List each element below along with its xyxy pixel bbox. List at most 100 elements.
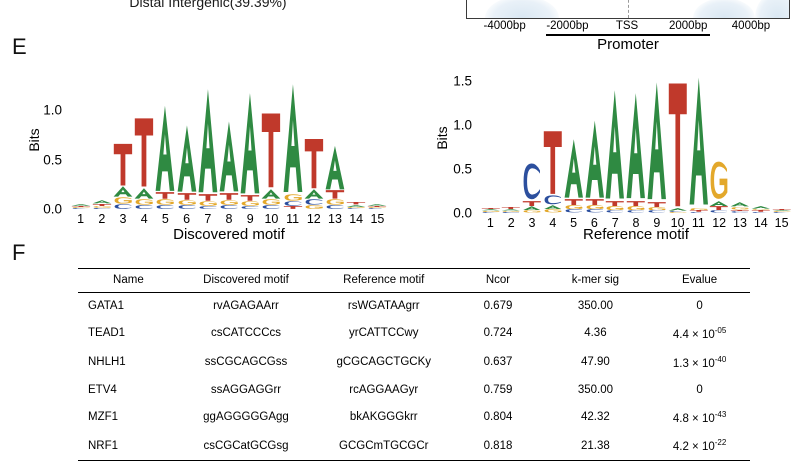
logo-0-pos13-base-G — [325, 199, 345, 205]
logo-0-pos1-base-T — [71, 205, 91, 207]
logo-0-stack-2 — [91, 200, 112, 209]
logo-1-pos9-base-A — [647, 80, 667, 202]
cell-evalue: 4.2 × 10-22 — [649, 431, 750, 461]
cell-discovered-motif: ssCGCAGCGss — [204, 356, 288, 369]
logo-1-pos14-base-C — [751, 212, 771, 213]
logo-1-x-tick-3: 3 — [528, 216, 536, 230]
logo-0-x-tick-8: 8 — [225, 212, 233, 226]
metagene-plot-area — [466, 0, 790, 19]
logo-1-pos6-base-G — [585, 205, 605, 210]
logo-1-x-axis-label: Reference motif — [583, 226, 689, 243]
logo-0-pos14-base-T — [346, 202, 366, 205]
logo-0-pos4-base-T — [134, 117, 154, 188]
logo-0-pos7-base-G — [198, 201, 218, 206]
logo-0-pos4-base-G — [134, 199, 154, 205]
logo-0-x-tick-12: 12 — [306, 212, 321, 226]
logo-0-stack-4 — [134, 117, 155, 209]
logo-1-y-tick-2: 1.0 — [453, 117, 472, 133]
logo-1-stack-7 — [605, 88, 626, 213]
logo-0-pos6-base-A — [177, 124, 197, 193]
cell-name: ETV4 — [88, 383, 117, 396]
logo-1-stack-15 — [771, 208, 792, 213]
tss-marker-line — [628, 0, 629, 18]
logo-1-y-tick-0: 0.0 — [453, 205, 472, 221]
cell-name: NHLH1 — [88, 356, 126, 369]
logo-1-stack-1 — [480, 207, 501, 213]
logo-0-pos2-base-A — [92, 200, 112, 204]
logo-0-stack-6 — [176, 124, 197, 209]
evalue-mantissa: 4.4 × 10 — [672, 328, 715, 341]
pie-chart-title: Distal Intergenic(39.39%) — [129, 0, 287, 10]
panel-label-e: E — [12, 34, 27, 59]
logo-1-x-tick-9: 9 — [653, 216, 661, 230]
logo-0-pos14-base-C — [346, 208, 366, 209]
logo-0-pos4-base-A — [134, 188, 154, 199]
table-row: MZF1 ggAGGGGGAgg bkAKGGGkrr 0.804 42.32 4.8 ×… — [78, 403, 750, 432]
cell-kmer-sig: 47.90 — [581, 356, 610, 369]
logo-0-x-tick-15: 15 — [370, 212, 385, 226]
logo-0-stack-9 — [240, 91, 261, 209]
logo-1-pos3-base-G — [522, 210, 542, 213]
logo-1-pos4-base-G — [543, 209, 563, 213]
cell-discovered-motif: ssAGGAGGrr — [210, 383, 282, 396]
cell-name: NRF1 — [78, 431, 179, 461]
logo-1-pos4-base-T — [543, 130, 563, 195]
metagene-tick-0: -4000bp — [483, 20, 526, 32]
evalue-exponent: -05 — [714, 326, 727, 335]
cell-reference-motif: yrCATTCCwy — [349, 327, 419, 340]
logo-0-y-tick-1: 0.5 — [43, 152, 62, 168]
logo-1-pos7-base-G — [605, 206, 625, 211]
motif-comparison-table: Name Discovered motif Reference motif Nc… — [78, 268, 750, 461]
logo-1-pos14-base-T — [751, 210, 771, 212]
logo-1-plot-area — [480, 72, 792, 213]
logo-1-pos7-base-C — [605, 210, 625, 213]
logo-0-x-tick-13: 13 — [328, 212, 342, 226]
metagene-tick-2: TSS — [615, 20, 639, 32]
cell-reference-motif: rcAGGAAGyr — [349, 383, 419, 396]
logo-1-pos8-base-C — [626, 210, 646, 213]
logo-0-stack-15 — [367, 203, 388, 209]
logo-1-pos5-base-A — [564, 138, 584, 199]
logo-1-y-tick-3: 1.5 — [453, 73, 472, 89]
logo-0-pos5-base-G — [155, 199, 175, 205]
evalue-mantissa: 1.3 × 10 — [672, 357, 715, 370]
logo-1-pos11-base-G — [689, 207, 709, 211]
logo-1-stack-12 — [709, 160, 730, 213]
logo-0-pos8-base-C — [219, 205, 239, 209]
logo-0-pos7-base-A — [198, 87, 218, 194]
logo-1-x-tick-10: 10 — [670, 216, 685, 230]
cell-ncor: 0.679 — [483, 300, 513, 312]
logo-1-x-tick-1: 1 — [486, 216, 494, 230]
logo-1-pos2-base-T — [501, 206, 521, 209]
logo-1-pos9-base-C — [647, 210, 667, 213]
logo-0-x-tick-11: 11 — [286, 212, 300, 226]
logo-1-pos10-base-G — [668, 212, 688, 213]
logo-0-pos12-base-C — [304, 199, 324, 205]
logo-0-pos8-base-A — [219, 120, 239, 193]
logo-1-pos2-base-A — [501, 209, 521, 211]
logo-1-pos8-base-G — [626, 206, 646, 211]
logo-1-pos12-base-G — [709, 160, 729, 201]
cell-evalue: 0 — [696, 300, 703, 312]
cell-evalue: 4.4 × 10-05 — [649, 319, 750, 348]
cell-name: MZF1 — [88, 411, 119, 424]
logo-1-pos1-base-T — [481, 207, 501, 210]
logo-0-pos1-base-C — [71, 208, 91, 209]
logo-0-pos1-base-A — [71, 203, 91, 206]
logo-0-pos4-base-C — [134, 205, 154, 209]
cell-ncor: 0.804 — [483, 411, 513, 424]
logo-1-x-tick-5: 5 — [570, 216, 578, 230]
evalue-exponent: -22 — [714, 438, 727, 448]
logo-1-pos13-base-G — [730, 206, 750, 210]
table-row: ETV4 ssAGGAGGrr rcAGGAAGyr 0.759 350.00 0 — [78, 377, 750, 403]
cell-reference-motif: bkAKGGGkrr — [349, 411, 418, 424]
column-header-ncor: Ncor — [454, 268, 542, 293]
table-row: TEAD1 csCATCCCcs yrCATTCCwy 0.724 4.36 4.4 × … — [78, 319, 750, 348]
logo-0-pos9-base-T — [240, 195, 260, 202]
cell-evalue: 1.3 × 10-40 — [649, 348, 750, 377]
cell-discovered-motif: csCATCCCcs — [210, 327, 282, 340]
logo-0-pos11-base-T — [283, 206, 303, 209]
evalue-exponent: -43 — [714, 409, 727, 419]
logo-1-pos10-base-T — [668, 81, 688, 209]
logo-0-stack-13 — [324, 145, 345, 209]
